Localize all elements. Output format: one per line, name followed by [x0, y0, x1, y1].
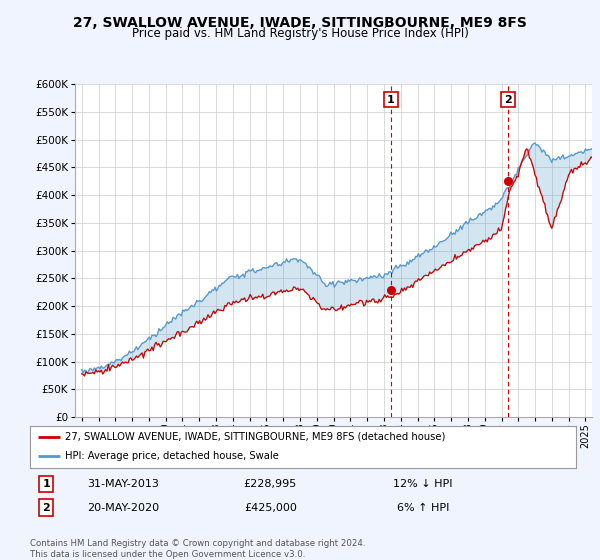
Text: 20-MAY-2020: 20-MAY-2020 — [87, 502, 159, 512]
Text: 12% ↓ HPI: 12% ↓ HPI — [394, 479, 453, 489]
Text: 27, SWALLOW AVENUE, IWADE, SITTINGBOURNE, ME9 8FS: 27, SWALLOW AVENUE, IWADE, SITTINGBOURNE… — [73, 16, 527, 30]
Text: 2: 2 — [43, 502, 50, 512]
Text: 1: 1 — [387, 95, 395, 105]
Text: Price paid vs. HM Land Registry's House Price Index (HPI): Price paid vs. HM Land Registry's House … — [131, 27, 469, 40]
Text: 2: 2 — [504, 95, 512, 105]
Text: HPI: Average price, detached house, Swale: HPI: Average price, detached house, Swal… — [65, 451, 280, 461]
Text: 27, SWALLOW AVENUE, IWADE, SITTINGBOURNE, ME9 8FS (detached house): 27, SWALLOW AVENUE, IWADE, SITTINGBOURNE… — [65, 432, 446, 442]
Text: 31-MAY-2013: 31-MAY-2013 — [87, 479, 159, 489]
Text: £425,000: £425,000 — [244, 502, 296, 512]
Text: 6% ↑ HPI: 6% ↑ HPI — [397, 502, 449, 512]
Text: £228,995: £228,995 — [244, 479, 297, 489]
Text: 1: 1 — [43, 479, 50, 489]
Text: Contains HM Land Registry data © Crown copyright and database right 2024.
This d: Contains HM Land Registry data © Crown c… — [30, 539, 365, 559]
